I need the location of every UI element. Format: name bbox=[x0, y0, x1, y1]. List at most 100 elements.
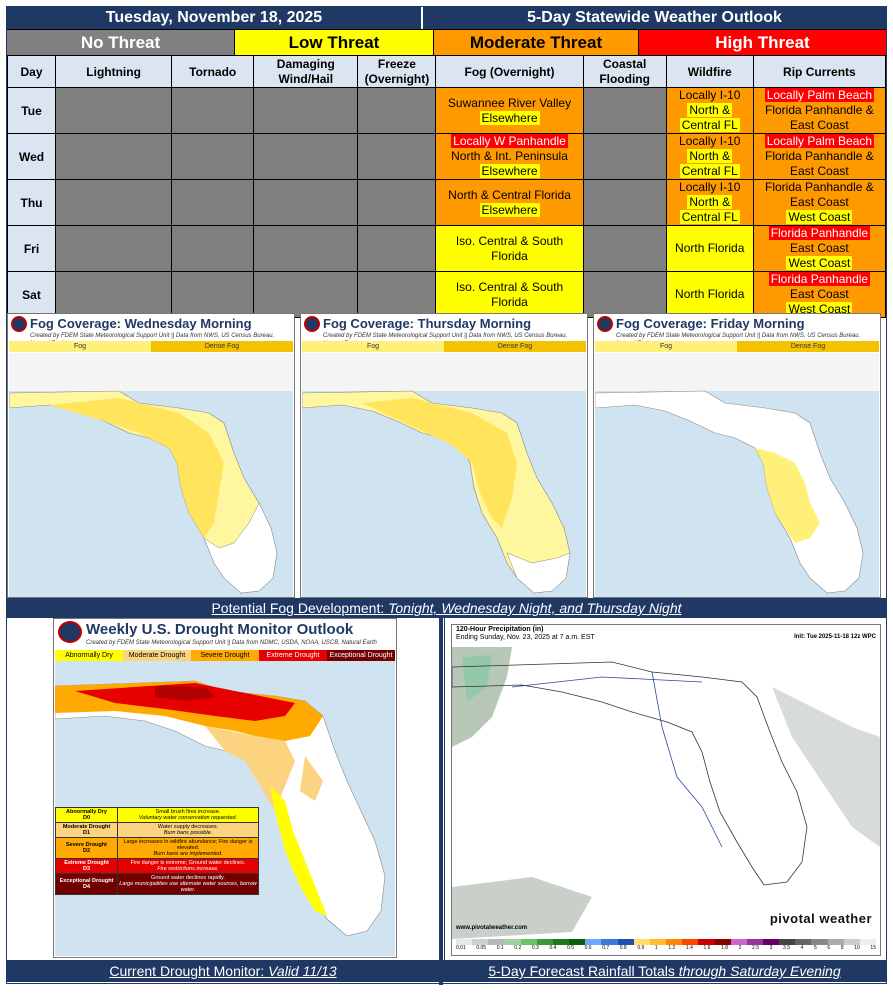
fog-cell-text: North & Int. Peninsula bbox=[451, 149, 568, 163]
scale-tick: 1.2 bbox=[668, 945, 676, 951]
rip-currents-cell-text: Florida Panhandle & bbox=[765, 149, 874, 163]
fog-cell-text: Suwannee River Valley bbox=[447, 95, 572, 110]
day-cell: Fri bbox=[6, 225, 57, 272]
lightning-cell bbox=[55, 133, 173, 180]
fog-map-wednesday bbox=[8, 353, 293, 597]
freeze-cell bbox=[357, 271, 437, 318]
fog-legend: Fog Dense Fog bbox=[302, 341, 586, 352]
rip-currents-cell-text: Florida Panhandle bbox=[768, 226, 871, 240]
lightning-cell bbox=[55, 179, 173, 226]
rip-currents-cell: Florida Panhandle East Coast West Coast bbox=[752, 225, 887, 272]
scale-tick: 8 bbox=[840, 945, 844, 951]
scale-tick: 5 bbox=[814, 945, 817, 951]
scale-tick: 0.9 bbox=[637, 945, 645, 951]
rip-currents-cell-text: East Coast bbox=[790, 195, 849, 209]
table-row: Sat Iso. Central & South Florida North Flor… bbox=[6, 271, 887, 318]
wind-hail-cell bbox=[253, 225, 359, 272]
fog-panel-title: Fog Coverage: Friday Morning bbox=[616, 315, 805, 331]
rip-currents-cell: Locally Palm Beach Florida Panhandle & Eas… bbox=[752, 133, 887, 180]
coastal-flooding-cell bbox=[582, 179, 667, 226]
wildfire-cell-text: Central FL bbox=[679, 210, 740, 224]
drought-category-row: Exceptional Drought D4 Ground water declin… bbox=[55, 873, 259, 895]
freeze-cell bbox=[357, 133, 437, 180]
fog-cell-text: Elsewhere bbox=[479, 164, 540, 178]
day-cell: Wed bbox=[6, 133, 57, 180]
drought-category-table: Abnormally Dry D0 Small brush fires increa… bbox=[55, 807, 259, 895]
fog-panel-friday: Fog Coverage: Friday Morning Created by … bbox=[593, 313, 881, 598]
rainfall-caption: 5-Day Forecast Rainfall Totals through S… bbox=[443, 960, 886, 982]
wildfire-cell-text: Locally I-10 bbox=[679, 134, 741, 148]
table-row: Fri Iso. Central & South Florida North Flor… bbox=[6, 225, 887, 272]
drought-category: Abnormally Dry D0 bbox=[55, 807, 118, 823]
fog-cell: North & Central Florida Elsewhere bbox=[435, 179, 584, 226]
legend-low-threat: Low Threat bbox=[235, 30, 434, 55]
fog-cell-text: Elsewhere bbox=[479, 202, 540, 217]
rainfall-color-scale bbox=[456, 939, 877, 945]
fdem-seal-icon bbox=[11, 316, 27, 332]
wildfire-cell: Locally I-10 North & Central FL bbox=[665, 87, 754, 134]
drought-legend: Abnormally Dry Moderate Drought Severe D… bbox=[55, 650, 395, 661]
rip-currents-cell-text: East Coast bbox=[790, 287, 849, 301]
scale-tick: 3 bbox=[769, 945, 773, 951]
scale-tick: 0.5 bbox=[567, 945, 574, 951]
drought-impact: Water supply decreases. Burn bans possibl… bbox=[117, 822, 259, 838]
rip-currents-cell-text: East Coast bbox=[790, 118, 849, 132]
fog-cell-text: Florida bbox=[491, 294, 528, 309]
table-row: Thu North & Central Florida Elsewhere Local… bbox=[6, 179, 887, 226]
wildfire-cell-text: North & bbox=[687, 103, 733, 117]
header-title: 5-Day Statewide Weather Outlook bbox=[527, 9, 782, 26]
scale-tick: 2 bbox=[738, 945, 742, 951]
wildfire-cell-text: Central FL bbox=[679, 164, 740, 178]
drought-category: Exceptional Drought D4 bbox=[55, 873, 118, 895]
rip-currents-cell-text: Florida Panhandle & bbox=[765, 103, 874, 117]
col-coastal-flooding: Coastal Flooding bbox=[582, 55, 667, 88]
wind-hail-cell bbox=[253, 87, 359, 134]
rainfall-section: 120-Hour Precipitation (in) Ending Sunda… bbox=[444, 618, 886, 960]
wildfire-cell-text: North Florida bbox=[675, 287, 745, 301]
header-date: Tuesday, November 18, 2025 bbox=[7, 7, 423, 29]
scale-tick: 0.7 bbox=[602, 945, 610, 951]
fog-cell: Iso. Central & South Florida bbox=[435, 225, 584, 272]
table-row: Wed Locally W Panhandle North & Int. Penin… bbox=[6, 133, 887, 180]
header-bar: Tuesday, November 18, 2025 5-Day Statewi… bbox=[7, 7, 886, 29]
lightning-cell bbox=[55, 87, 173, 134]
drought-category: Severe Drought D2 bbox=[55, 837, 118, 859]
fog-panel-credit: Created by FDEM State Meteorological Sup… bbox=[323, 333, 568, 347]
col-freeze: Freeze (Overnight) bbox=[357, 55, 437, 88]
drought-category-row: Severe Drought D2 Large increases in wildf… bbox=[55, 837, 259, 859]
wildfire-cell-text: Locally I-10 bbox=[679, 180, 741, 194]
wildfire-cell: North Florida bbox=[665, 225, 754, 272]
wildfire-cell: Locally I-10 North & Central FL bbox=[665, 133, 754, 180]
fdem-seal-icon bbox=[58, 621, 82, 643]
fog-legend: Fog Dense Fog bbox=[9, 341, 293, 352]
wildfire-cell-text: North & bbox=[687, 149, 733, 163]
scale-tick: 0.3 bbox=[531, 945, 539, 951]
tornado-cell bbox=[171, 179, 255, 226]
col-day: Day bbox=[6, 55, 57, 88]
wildfire-cell: Locally I-10 North & Central FL bbox=[665, 179, 754, 226]
scale-tick: 3.5 bbox=[783, 945, 790, 951]
rip-currents-cell-text: East Coast bbox=[790, 164, 849, 178]
rainfall-init: Init: Tue 2025-11-18 12z WPC bbox=[794, 634, 876, 640]
col-wildfire: Wildfire bbox=[665, 55, 754, 88]
wind-hail-cell bbox=[253, 179, 359, 226]
col-lightning: Lightning bbox=[55, 55, 173, 88]
coastal-flooding-cell bbox=[582, 271, 667, 318]
fog-cell: Locally W Panhandle North & Int. Peninsul… bbox=[435, 133, 584, 180]
fog-panel-title: Fog Coverage: Wednesday Morning bbox=[30, 315, 252, 331]
coastal-flooding-cell bbox=[582, 133, 667, 180]
scale-tick: 0.01 bbox=[456, 945, 466, 951]
fog-cell: Suwannee River Valley Elsewhere bbox=[435, 87, 584, 134]
wildfire-cell-text: Locally I-10 bbox=[679, 88, 741, 102]
section-divider bbox=[439, 618, 443, 985]
scale-tick: 1.6 bbox=[703, 945, 711, 951]
fog-panel-wednesday: Fog Coverage: Wednesday Morning Created … bbox=[7, 313, 295, 598]
drought-impact: Fire danger is extreme; Ground water dec… bbox=[117, 858, 259, 874]
rip-currents-cell-text: Locally Palm Beach bbox=[764, 88, 875, 102]
freeze-cell bbox=[357, 87, 437, 134]
day-cell: Sat bbox=[6, 271, 57, 318]
rip-currents-cell-text: Locally Palm Beach bbox=[764, 134, 875, 148]
scale-tick: 0.1 bbox=[496, 945, 504, 951]
scale-tick: 1 bbox=[654, 945, 658, 951]
tornado-cell bbox=[171, 225, 255, 272]
